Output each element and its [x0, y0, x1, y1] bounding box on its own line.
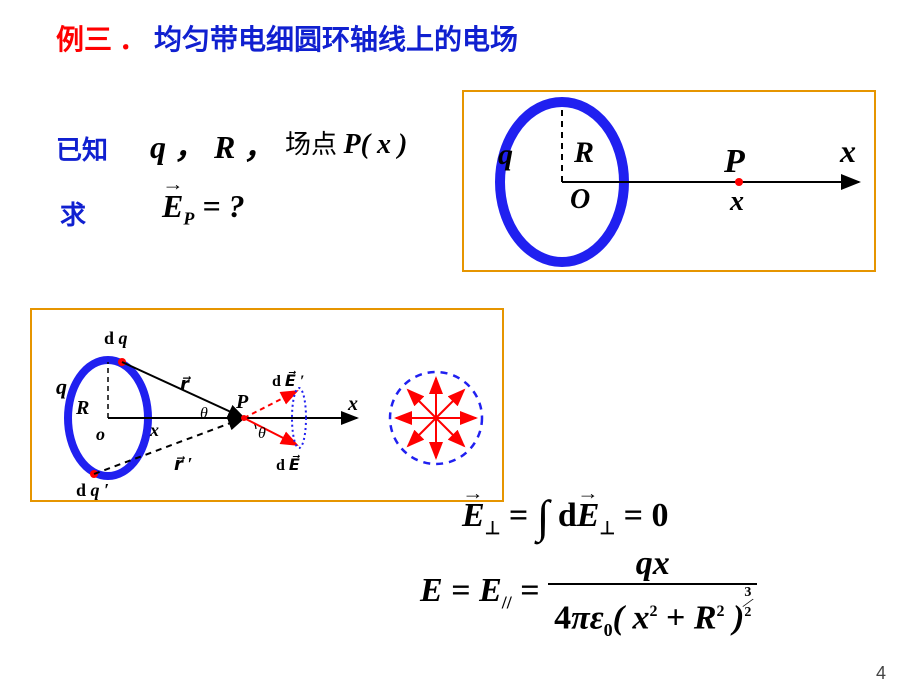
E-sym: E: [420, 572, 443, 609]
figure-symmetry: d q d q ′ q R o x θ θ P x r⃗ r⃗ ′ d E⃗ ′…: [30, 308, 504, 502]
R-2: 2: [717, 603, 725, 620]
eps-0: 0: [604, 620, 613, 640]
exp-outer: 3⁄2: [744, 603, 751, 620]
four: 4: [554, 599, 571, 636]
num-qx: qx: [636, 545, 670, 582]
known-label: 已知: [56, 130, 108, 167]
figure-ring-axis: q R O P x x: [462, 90, 876, 272]
o2-lbl: o: [96, 424, 105, 444]
dq-lbl: d q: [104, 328, 128, 348]
theta2-lbl: θ: [258, 425, 266, 442]
dEp-arrow: [244, 391, 297, 418]
theta-lbl: θ: [200, 405, 208, 422]
dE-sub: ⊥: [599, 518, 615, 538]
q-label: q: [498, 138, 513, 171]
E-vec: E: [162, 188, 183, 225]
dEp-lbl: d E⃗ ′: [272, 370, 304, 390]
P-label: P: [723, 143, 745, 180]
field-point: 场点 P( x ): [285, 124, 407, 161]
E-par-sym: E: [479, 572, 502, 609]
pi: π: [571, 599, 590, 636]
symmetry-star: [390, 372, 482, 464]
rp-d: ): [725, 599, 745, 636]
rpvec-lbl: r⃗ ′: [174, 454, 192, 474]
dE-vec: E: [577, 497, 600, 535]
q2-lbl: q: [56, 374, 67, 399]
x2-lbl: x: [149, 420, 159, 440]
d1: d: [558, 497, 577, 534]
R2-lbl: R: [75, 397, 89, 419]
eqp-1: =: [451, 572, 479, 609]
ask-label: 求: [60, 195, 86, 232]
P-dot: [241, 415, 247, 421]
eq-parallel: E = E// = qx 4πε0( x2 + R2 )3⁄2: [420, 545, 757, 641]
known-symbols: q ， R ，: [150, 122, 275, 168]
P2-lbl: P: [235, 391, 249, 413]
fraction: qx 4πε0( x2 + R2 )3⁄2: [548, 545, 757, 641]
eq-qmark: = ?: [194, 188, 244, 224]
eq-perpendicular: E⊥ = ∫ dE⊥ = 0: [462, 484, 669, 539]
dE-arrow: [244, 418, 297, 445]
zero: 0: [652, 497, 669, 534]
O-label: O: [570, 184, 590, 215]
rvec-lbl: r⃗: [180, 374, 192, 394]
xaxis2-lbl: x: [347, 393, 358, 415]
xaxis-label: x: [839, 133, 856, 169]
fig2-svg: d q d q ′ q R o x θ θ P x r⃗ r⃗ ′ d E⃗ ′…: [32, 310, 502, 500]
eqp-2: =: [520, 572, 548, 609]
dqp-lbl: d q ′: [76, 480, 109, 500]
E-sub-P: P: [183, 208, 194, 228]
field-point-fn: P( x ): [344, 129, 408, 160]
eq-eq1: =: [509, 497, 537, 534]
lp: (: [613, 599, 633, 636]
Eperp-sub: ⊥: [485, 518, 501, 538]
int-sign: ∫: [537, 490, 550, 543]
page-number: 4: [876, 663, 886, 684]
R-label: R: [573, 136, 594, 169]
frac-den: 4πε0( x2 + R2 )3⁄2: [548, 583, 757, 641]
title-ex: 例三 ．: [56, 25, 147, 56]
fig1-svg: q R O P x x: [464, 92, 874, 270]
eps: ε: [590, 599, 604, 636]
example-title: 例三 ． 均匀带电细圆环轴线上的电场: [56, 18, 518, 58]
par-sub: //: [502, 593, 512, 613]
Eperp-vec: E: [462, 497, 485, 535]
xpt-label: x: [729, 186, 744, 217]
rp-vec: [94, 418, 244, 474]
eq-eq2: =: [624, 497, 652, 534]
frac-num: qx: [548, 545, 757, 583]
plus: +: [657, 599, 693, 636]
field-point-ch: 场点: [285, 130, 344, 159]
x-d: x: [632, 599, 649, 636]
ask-equation: EP = ?: [162, 188, 245, 229]
title-rest: 均匀带电细圆环轴线上的电场: [147, 25, 518, 56]
R-d: R: [694, 599, 717, 636]
dE-lbl: d E⃗: [276, 454, 300, 474]
